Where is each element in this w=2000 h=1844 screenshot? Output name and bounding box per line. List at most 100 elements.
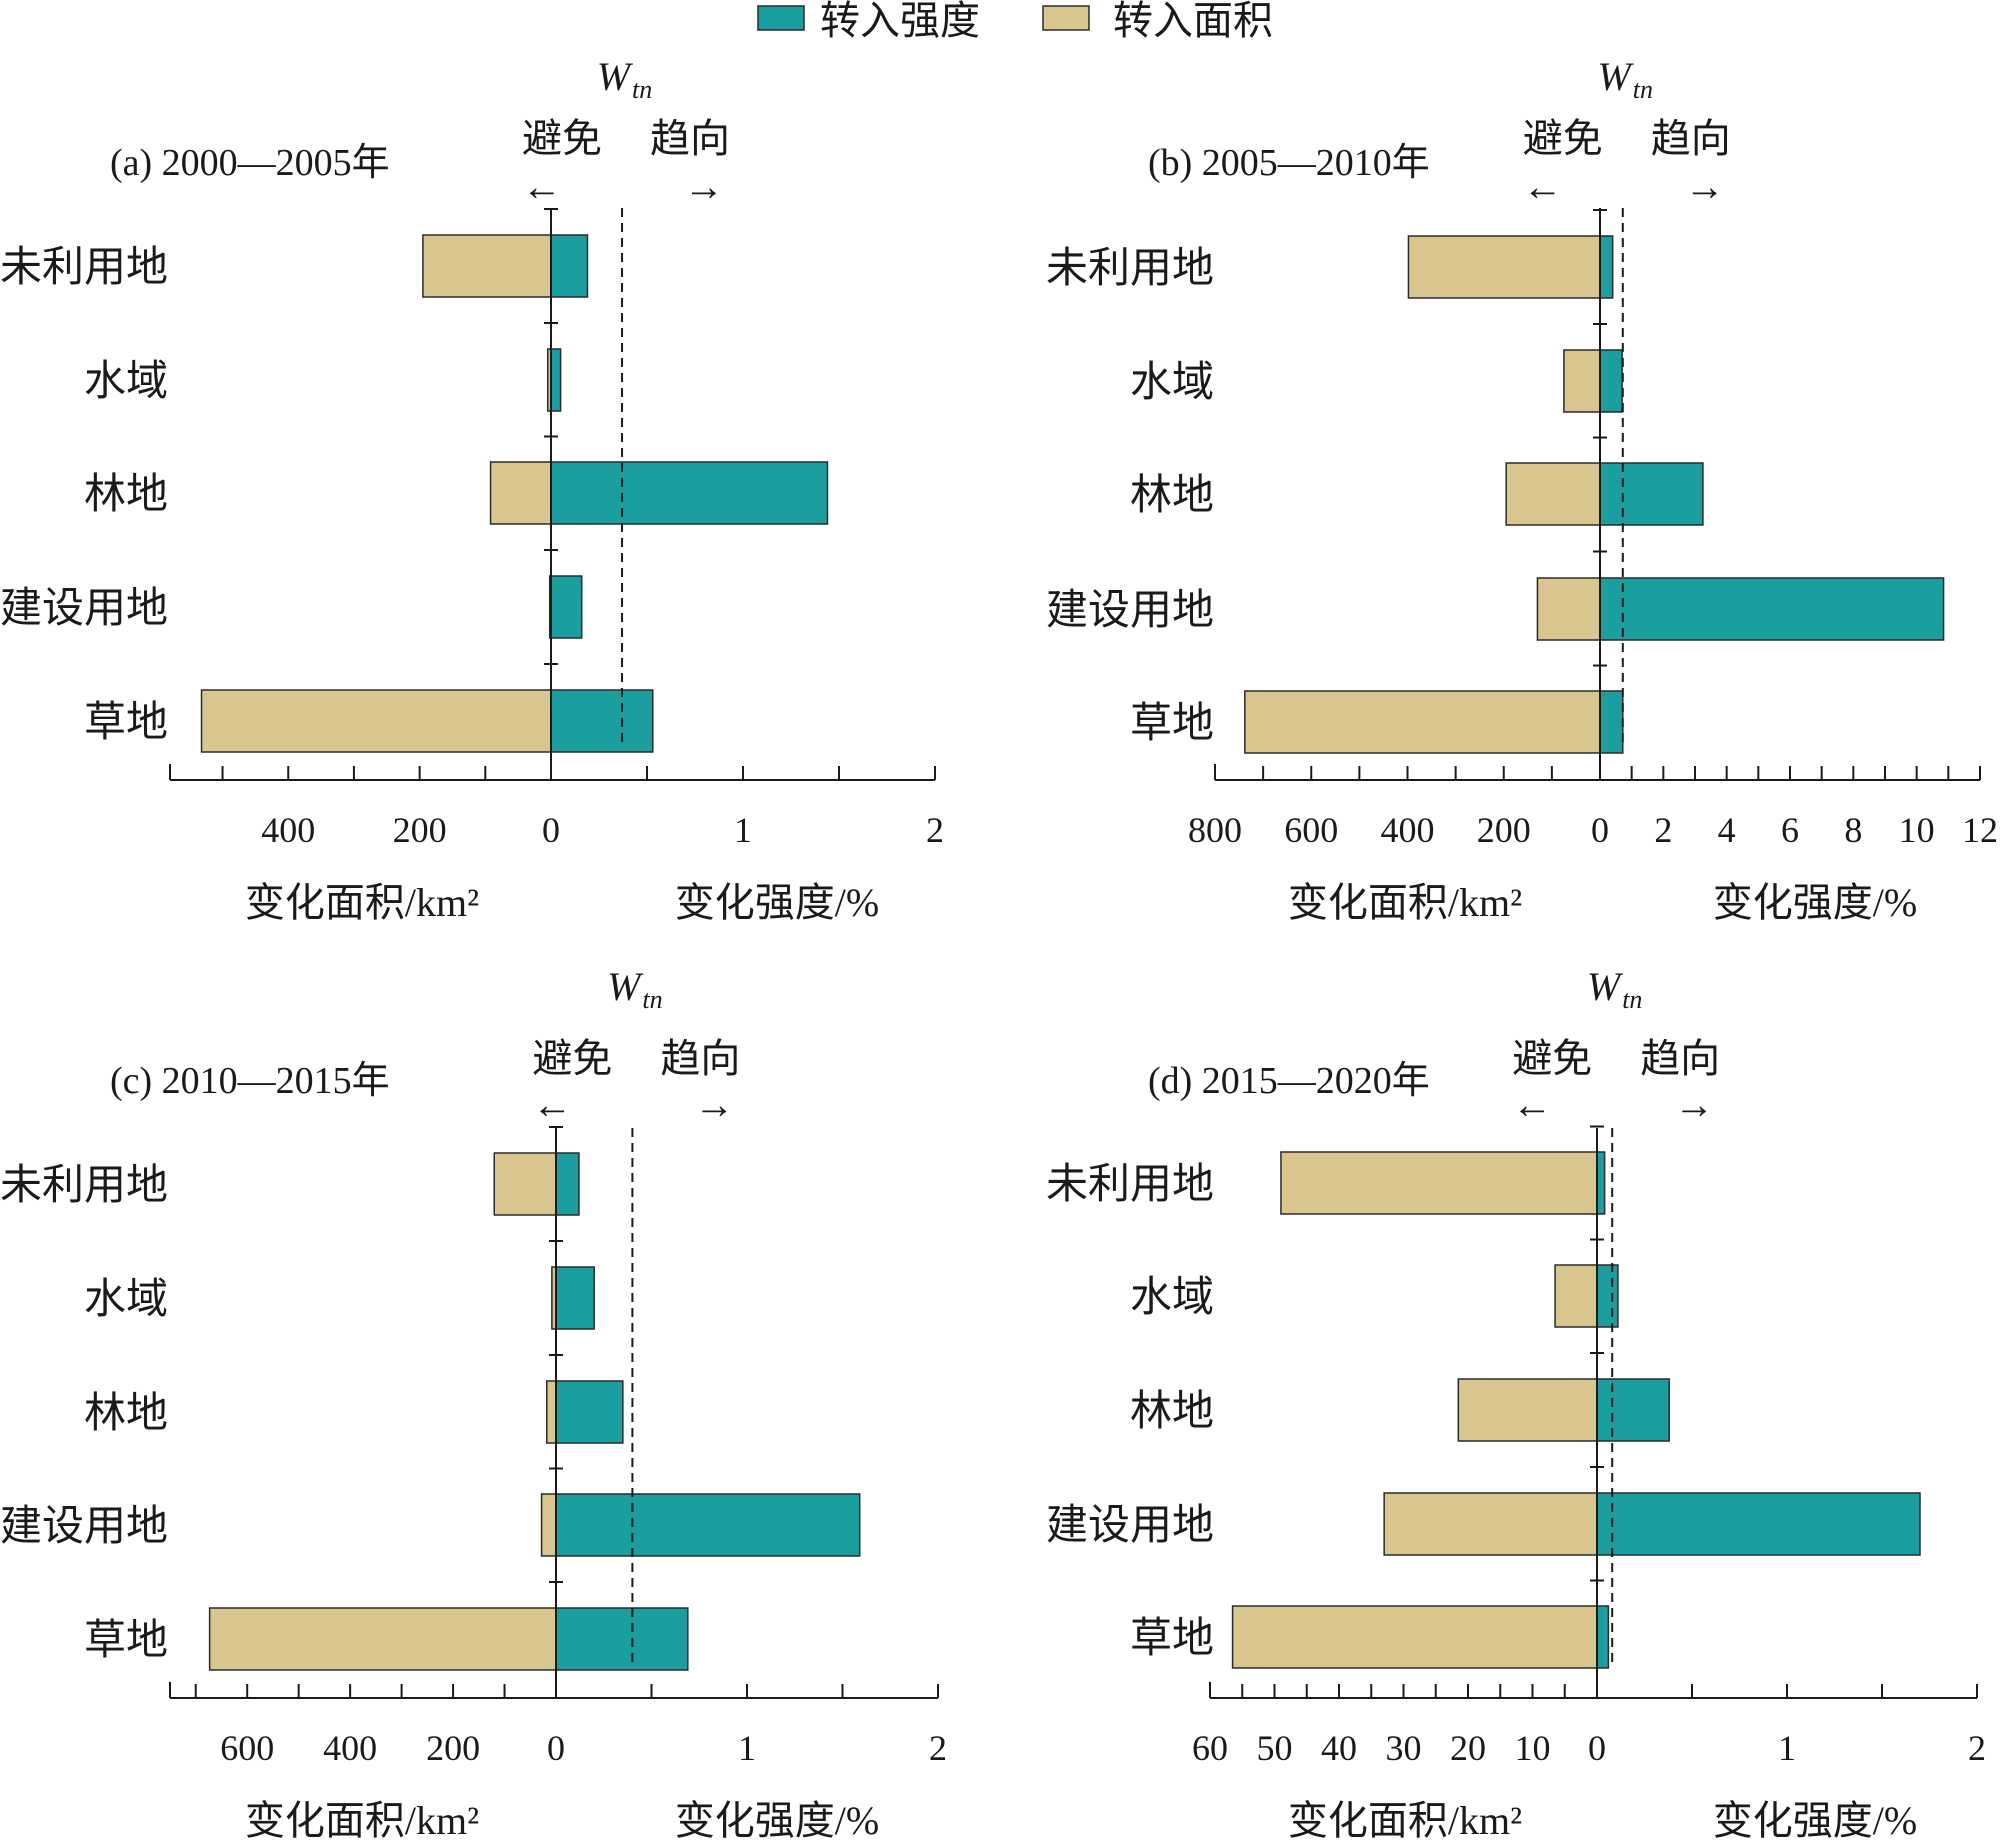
- area-bar: [1505, 462, 1601, 526]
- direction-label-toward: 趋向: [660, 1036, 740, 1081]
- category-label: 未利用地: [0, 1163, 168, 1209]
- area-axis-label: 变化面积/km²: [1288, 880, 1522, 925]
- intensity-bar: [1599, 577, 1945, 641]
- area-bar: [1563, 349, 1601, 413]
- area-tick-label: 30: [1386, 1728, 1422, 1768]
- intensity-tick-label: 1: [738, 1728, 756, 1768]
- intensity-axis-label: 变化强度/%: [675, 1798, 879, 1839]
- legend-swatch-2: [1042, 5, 1090, 31]
- area-tick-label: 800: [1188, 810, 1242, 850]
- intensity-bar: [550, 234, 589, 298]
- category-label: 林地: [84, 472, 168, 518]
- area-bar: [1280, 1151, 1598, 1215]
- area-bar: [1383, 1492, 1598, 1556]
- intensity-tick-label: 2: [926, 810, 944, 850]
- intensity-tick-label: 1: [1778, 1728, 1796, 1768]
- intensity-tick-label: 4: [1718, 810, 1736, 850]
- panel-title: (a) 2000—2005年: [110, 142, 390, 184]
- direction-arrow-right: →: [684, 164, 724, 209]
- intensity-bar: [555, 1152, 580, 1216]
- intensity-tick-label: 2: [929, 1728, 947, 1768]
- intensity-tick-label: 10: [1899, 810, 1935, 850]
- threshold-label: W: [1597, 54, 1634, 99]
- area-tick-label: 0: [547, 1728, 565, 1768]
- intensity-bar: [1596, 1605, 1610, 1669]
- area-tick-label: 200: [426, 1728, 480, 1768]
- threshold-label: W: [597, 54, 634, 99]
- area-tick-label: 400: [1381, 810, 1435, 850]
- intensity-tick-label: 12: [1962, 810, 1998, 850]
- intensity-bar: [1596, 1264, 1619, 1328]
- area-tick-label: 60: [1192, 1728, 1228, 1768]
- legend: 转入强度 转入面积: [757, 0, 1273, 43]
- area-bar: [1244, 690, 1601, 754]
- threshold-label-sub: tn: [1633, 75, 1653, 104]
- category-label: 建设用地: [0, 1504, 168, 1550]
- direction-label-avoid: 避免: [532, 1036, 612, 1081]
- direction-label-toward: 趋向: [1640, 1036, 1720, 1081]
- intensity-bar: [550, 575, 583, 639]
- area-bar: [493, 1152, 557, 1216]
- intensity-bar: [1596, 1378, 1670, 1442]
- category-label: 未利用地: [1046, 1162, 1214, 1208]
- category-label: 草地: [1130, 1616, 1214, 1662]
- area-tick-label: 20: [1450, 1728, 1486, 1768]
- intensity-bar: [550, 461, 829, 525]
- intensity-bar: [1596, 1492, 1921, 1556]
- area-axis-label: 变化面积/km²: [1288, 1798, 1522, 1839]
- intensity-bar: [555, 1380, 624, 1444]
- threshold-label-sub: tn: [632, 75, 652, 104]
- category-label: 林地: [1130, 473, 1214, 519]
- threshold-label-sub: tn: [1622, 985, 1642, 1014]
- category-label: 草地: [84, 700, 168, 746]
- direction-label-toward: 趋向: [650, 116, 730, 161]
- area-bar: [1407, 235, 1601, 299]
- direction-arrow-left: ←: [532, 1082, 572, 1127]
- area-bar: [1231, 1605, 1598, 1669]
- area-tick-label: 0: [1591, 810, 1609, 850]
- direction-label-avoid: 避免: [1523, 116, 1603, 161]
- intensity-bar: [555, 1607, 689, 1671]
- intensity-bar: [550, 348, 562, 412]
- direction-arrow-left: ←: [522, 164, 562, 209]
- area-bar: [422, 234, 552, 298]
- intensity-bar: [1599, 690, 1624, 754]
- area-bar: [540, 1493, 557, 1557]
- area-tick-label: 400: [261, 810, 315, 850]
- intensity-tick-label: 6: [1781, 810, 1799, 850]
- intensity-axis-label: 变化强度/%: [1713, 1798, 1917, 1839]
- intensity-bar: [555, 1493, 861, 1557]
- intensity-axis-label: 变化强度/%: [675, 880, 879, 925]
- direction-label-avoid: 避免: [1512, 1036, 1592, 1081]
- area-tick-label: 200: [1477, 810, 1531, 850]
- panel-title: (d) 2015—2020年: [1148, 1060, 1430, 1102]
- area-axis-label: 变化面积/km²: [245, 1798, 479, 1839]
- category-label: 水域: [84, 1277, 168, 1323]
- intensity-bar: [1599, 349, 1623, 413]
- threshold-label-sub: tn: [642, 985, 662, 1014]
- panel-title: (c) 2010—2015年: [110, 1060, 390, 1102]
- area-bar: [1536, 577, 1601, 641]
- area-bar: [1554, 1264, 1598, 1328]
- legend-swatch-1: [757, 5, 805, 31]
- direction-arrow-left: ←: [1523, 164, 1563, 209]
- intensity-bar: [1599, 235, 1614, 299]
- intensity-tick-label: 2: [1654, 810, 1672, 850]
- direction-label-avoid: 避免: [522, 116, 602, 161]
- area-bar: [545, 1380, 557, 1444]
- intensity-axis-label: 变化强度/%: [1713, 880, 1917, 925]
- direction-label-toward: 趋向: [1651, 116, 1731, 161]
- direction-arrow-right: →: [1674, 1082, 1714, 1127]
- intensity-bar: [555, 1266, 595, 1330]
- intensity-bar: [550, 689, 654, 753]
- area-bar: [489, 461, 552, 525]
- legend-label-1: 转入强度: [820, 0, 980, 43]
- area-tick-label: 50: [1257, 1728, 1293, 1768]
- direction-arrow-left: ←: [1512, 1082, 1552, 1127]
- area-tick-label: 600: [220, 1728, 274, 1768]
